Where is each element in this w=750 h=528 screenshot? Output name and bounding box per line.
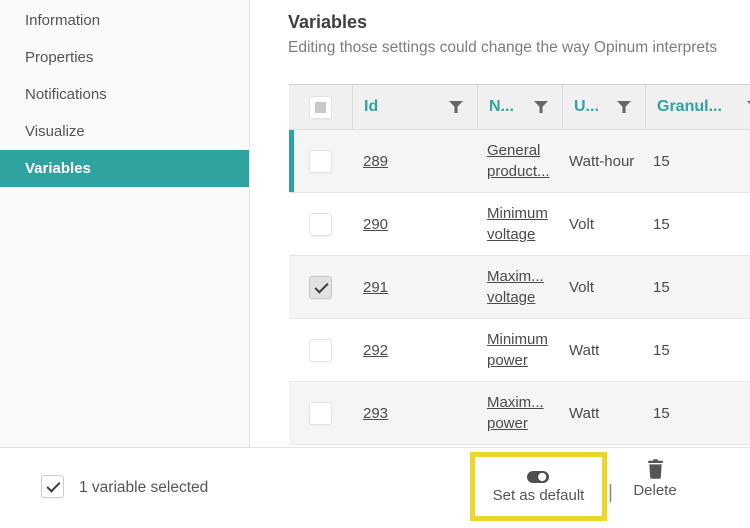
table-row: 290 Minimum voltage Volt 15 xyxy=(289,193,750,256)
variable-unit: Watt xyxy=(569,341,600,359)
select-all-checkbox[interactable] xyxy=(309,95,332,119)
table-row: 292 Minimum power Watt 15 xyxy=(289,319,750,382)
table-row: 289 General product... Watt-hour 15 xyxy=(289,130,750,193)
variable-name-link[interactable]: Minimum voltage xyxy=(487,205,548,243)
variable-granularity: 15 xyxy=(653,341,670,359)
row-checkbox[interactable] xyxy=(309,275,332,299)
filter-icon[interactable] xyxy=(617,101,631,113)
action-divider: | xyxy=(608,482,613,503)
toggle-on-icon xyxy=(527,470,550,483)
delete-label: Delete xyxy=(633,482,677,499)
variable-granularity: 15 xyxy=(653,404,670,422)
selection-action-bar: 1 variable selected Set as default | Del… xyxy=(0,447,750,528)
variable-granularity: 15 xyxy=(653,215,670,233)
variable-unit: Watt-hour xyxy=(569,152,635,170)
row-checkbox[interactable] xyxy=(309,149,332,173)
trash-icon xyxy=(647,459,663,479)
selection-count-label: 1 variable selected xyxy=(79,479,209,496)
column-header-unit[interactable]: U... xyxy=(562,85,645,129)
variable-id-link[interactable]: 290 xyxy=(363,215,389,233)
variables-table: Id N... U... Granul... 289 General produ… xyxy=(289,84,750,445)
variable-unit: Watt xyxy=(569,404,600,422)
table-header-row: Id N... U... Granul... xyxy=(289,84,750,130)
row-checkbox[interactable] xyxy=(309,401,332,425)
page-title: Variables xyxy=(288,12,368,32)
column-header-id[interactable]: Id xyxy=(352,85,477,129)
column-label-id: Id xyxy=(364,98,379,115)
variable-name-link[interactable]: Minimum power xyxy=(487,331,548,369)
variable-id-link[interactable]: 289 xyxy=(363,152,389,170)
settings-sidebar: Information Properties Notifications Vis… xyxy=(0,0,250,447)
column-label-unit: U... xyxy=(574,98,599,115)
variable-name-link[interactable]: Maxim... voltage xyxy=(487,268,544,306)
variable-id-link[interactable]: 292 xyxy=(363,341,389,359)
variable-id-link[interactable]: 291 xyxy=(363,278,389,296)
variable-id-link[interactable]: 293 xyxy=(363,404,389,422)
variable-name-link[interactable]: Maxim... power xyxy=(487,394,544,432)
table-row: 293 Maxim... power Watt 15 xyxy=(289,382,750,445)
sidebar-item-information[interactable]: Information xyxy=(25,12,101,29)
column-header-granularity[interactable]: Granul... xyxy=(645,85,750,129)
variable-granularity: 15 xyxy=(653,152,670,170)
sidebar-nav: Information Properties Notifications Vis… xyxy=(0,2,249,187)
page-subtitle: Editing those settings could change the … xyxy=(288,39,718,56)
variable-unit: Volt xyxy=(569,215,595,233)
set-as-default-label: Set as default xyxy=(492,486,585,504)
column-header-name[interactable]: N... xyxy=(477,85,562,129)
filter-icon[interactable] xyxy=(449,101,463,113)
sidebar-item-visualize[interactable]: Visualize xyxy=(25,123,85,140)
sidebar-item-notifications[interactable]: Notifications xyxy=(25,86,107,103)
filter-icon[interactable] xyxy=(534,101,548,113)
variable-unit: Volt xyxy=(569,278,595,296)
sidebar-item-variables[interactable]: Variables xyxy=(0,150,249,187)
set-as-default-button[interactable]: Set as default xyxy=(492,470,585,504)
header-select-all-cell xyxy=(289,85,352,129)
column-label-name: N... xyxy=(489,98,514,115)
selection-checkbox[interactable] xyxy=(41,475,64,498)
row-checkbox[interactable] xyxy=(309,212,332,236)
delete-button[interactable]: Delete xyxy=(627,459,683,499)
column-label-granularity: Granul... xyxy=(657,98,722,115)
row-checkbox[interactable] xyxy=(309,338,332,362)
variable-name-link[interactable]: General product... xyxy=(487,142,550,180)
table-row: 291 Maxim... voltage Volt 15 xyxy=(289,256,750,319)
variable-granularity: 15 xyxy=(653,278,670,296)
tutorial-highlight-box: Set as default xyxy=(470,452,607,521)
sidebar-item-properties[interactable]: Properties xyxy=(25,49,94,66)
